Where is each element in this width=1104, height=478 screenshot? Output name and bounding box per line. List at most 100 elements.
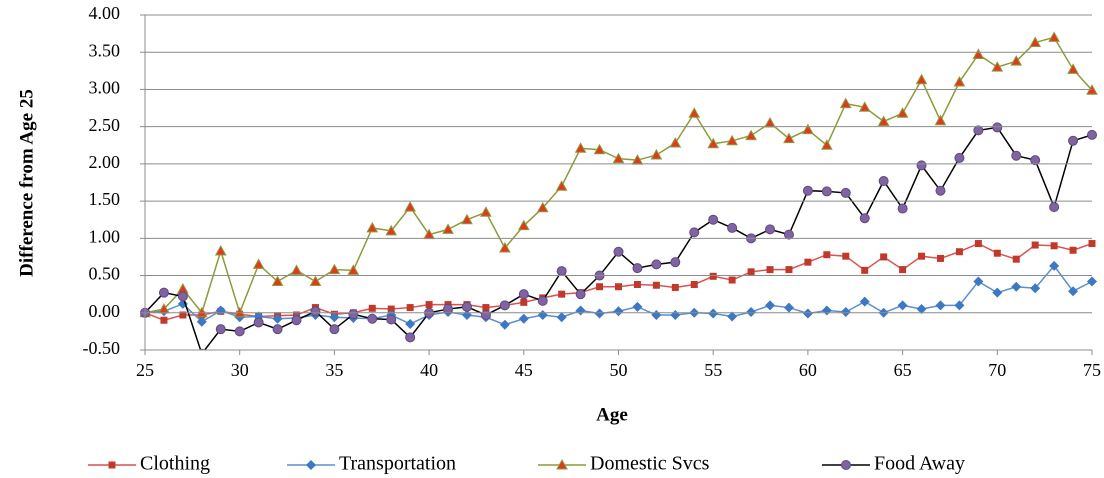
marker bbox=[669, 137, 682, 148]
marker bbox=[177, 291, 188, 302]
marker bbox=[480, 206, 492, 217]
y-tick-label: 1.50 bbox=[89, 189, 121, 209]
y-axis-title: Difference from Age 25 bbox=[16, 89, 37, 277]
marker bbox=[252, 258, 265, 269]
marker bbox=[556, 312, 567, 323]
marker bbox=[615, 283, 622, 291]
x-tick-label: 25 bbox=[136, 360, 154, 380]
marker bbox=[309, 275, 322, 287]
marker bbox=[160, 316, 168, 324]
y-tick-label: 4.00 bbox=[89, 3, 121, 23]
marker bbox=[196, 316, 207, 327]
marker bbox=[650, 148, 663, 160]
marker bbox=[1029, 36, 1042, 48]
x-tick-label: 65 bbox=[894, 360, 912, 380]
marker bbox=[1048, 31, 1060, 42]
marker bbox=[858, 101, 871, 112]
marker bbox=[108, 461, 116, 469]
marker bbox=[518, 289, 529, 300]
marker bbox=[499, 319, 510, 330]
marker bbox=[878, 176, 889, 187]
marker bbox=[899, 266, 907, 274]
marker bbox=[802, 123, 814, 135]
marker bbox=[575, 289, 586, 300]
marker bbox=[842, 252, 850, 260]
marker bbox=[517, 219, 530, 231]
marker bbox=[405, 332, 416, 343]
marker bbox=[537, 310, 548, 321]
marker bbox=[574, 142, 587, 153]
marker bbox=[1011, 150, 1022, 161]
marker bbox=[974, 240, 982, 248]
marker bbox=[613, 246, 624, 257]
marker bbox=[405, 318, 416, 329]
marker bbox=[214, 244, 227, 256]
marker bbox=[670, 310, 681, 321]
x-axis-title: Age bbox=[596, 404, 628, 425]
marker bbox=[708, 308, 719, 319]
marker bbox=[612, 152, 625, 164]
marker bbox=[765, 300, 776, 311]
y-tick-label: 2.50 bbox=[89, 115, 121, 135]
marker bbox=[954, 300, 965, 311]
marker bbox=[1087, 276, 1097, 287]
marker bbox=[897, 203, 908, 214]
marker bbox=[234, 326, 245, 337]
marker bbox=[329, 324, 340, 335]
marker bbox=[575, 305, 586, 316]
marker bbox=[198, 348, 206, 350]
marker bbox=[1031, 241, 1039, 249]
marker bbox=[972, 48, 985, 59]
marker bbox=[859, 296, 870, 307]
marker bbox=[442, 223, 454, 234]
marker bbox=[953, 75, 966, 87]
marker bbox=[765, 224, 776, 235]
marker bbox=[708, 214, 719, 225]
marker bbox=[727, 222, 738, 233]
marker bbox=[461, 301, 472, 312]
marker bbox=[386, 314, 397, 325]
marker bbox=[880, 253, 888, 261]
marker bbox=[406, 304, 414, 312]
marker bbox=[747, 268, 755, 276]
marker bbox=[746, 307, 757, 318]
marker bbox=[766, 266, 774, 274]
marker bbox=[368, 304, 376, 312]
marker bbox=[536, 201, 549, 213]
marker bbox=[499, 300, 510, 311]
marker bbox=[992, 287, 1003, 298]
marker bbox=[916, 304, 927, 315]
marker bbox=[555, 180, 568, 191]
marker bbox=[215, 324, 226, 335]
marker bbox=[1069, 246, 1077, 254]
marker bbox=[726, 134, 738, 146]
marker bbox=[973, 125, 984, 136]
marker bbox=[348, 309, 359, 320]
marker bbox=[992, 122, 1003, 133]
marker bbox=[1068, 286, 1079, 297]
x-tick-label: 45 bbox=[515, 360, 533, 380]
marker bbox=[935, 300, 946, 311]
marker bbox=[993, 249, 1001, 257]
marker bbox=[329, 312, 340, 323]
marker bbox=[272, 324, 283, 335]
marker bbox=[783, 132, 795, 144]
marker bbox=[859, 213, 870, 224]
marker bbox=[651, 259, 662, 270]
marker bbox=[404, 201, 417, 212]
marker bbox=[366, 221, 379, 233]
marker bbox=[596, 283, 604, 291]
marker bbox=[688, 107, 701, 118]
y-tick-label: -0.50 bbox=[83, 338, 121, 358]
marker bbox=[253, 317, 264, 328]
marker bbox=[1068, 135, 1079, 146]
legend-label: Clothing bbox=[140, 453, 210, 475]
marker bbox=[387, 305, 395, 313]
y-tick-label: 2.00 bbox=[89, 152, 121, 172]
marker bbox=[520, 298, 528, 306]
marker bbox=[518, 313, 529, 324]
marker bbox=[482, 304, 490, 312]
marker bbox=[973, 276, 984, 287]
marker bbox=[1067, 63, 1079, 74]
